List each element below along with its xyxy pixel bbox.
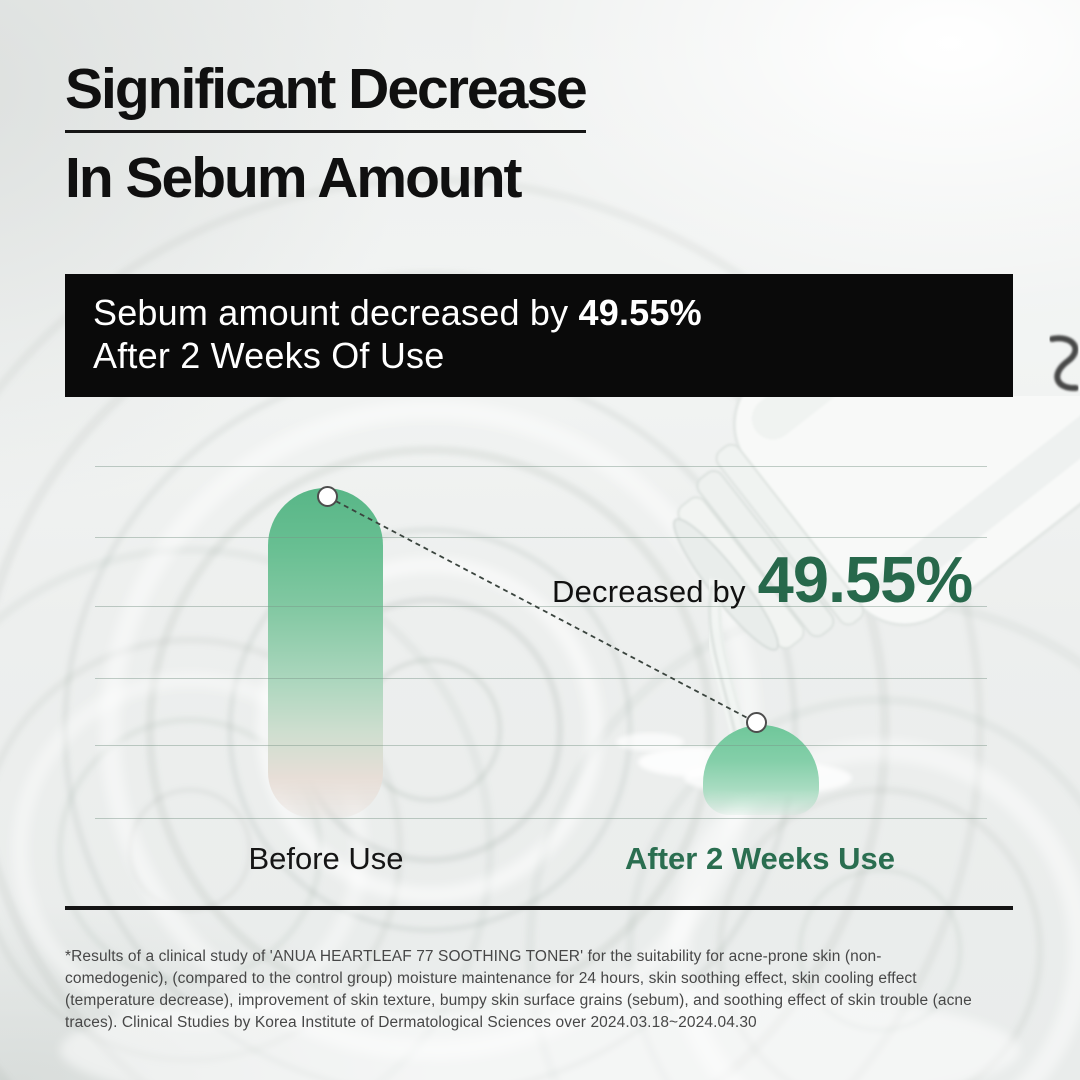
gridline-1 — [95, 466, 987, 467]
gridline-5 — [95, 745, 987, 746]
headline-banner: Sebum amount decreased by 49.55% After 2… — [65, 274, 1013, 397]
gridline-6 — [95, 818, 987, 819]
page-title: Significant Decrease In Sebum Amount — [65, 58, 588, 210]
bar-before-use — [268, 488, 383, 818]
clinical-study-footnote: *Results of a clinical study of 'ANUA HE… — [65, 948, 972, 1031]
banner-line-1-text: Sebum amount decreased by — [93, 292, 569, 333]
category-label-before-use: Before Use — [248, 841, 404, 876]
data-point-marker-before — [317, 486, 338, 507]
bottle-label-glyph — [1049, 335, 1079, 391]
banner-line-1-value: 49.55% — [578, 292, 702, 333]
decrease-annotation-value: 49.55% — [757, 543, 973, 616]
data-point-marker-after — [746, 712, 767, 733]
banner-line-2: After 2 Weeks Of Use — [93, 335, 445, 376]
gridline-4 — [95, 678, 987, 679]
title-line-1: Significant Decrease — [65, 58, 588, 133]
bar-after-2-weeks — [703, 725, 819, 815]
gridline-2 — [95, 537, 987, 538]
banner-line-1: Sebum amount decreased by 49.55% — [93, 291, 1013, 334]
toner-bottle — [672, 396, 1080, 651]
gridline-3 — [95, 606, 987, 607]
decrease-annotation-label: Decreased by — [552, 574, 746, 609]
decrease-annotation: Decreased by 49.55% — [552, 542, 973, 617]
title-line-2: In Sebum Amount — [65, 145, 523, 210]
footer-divider — [65, 906, 1013, 910]
category-label-after-2-weeks: After 2 Weeks Use — [625, 841, 895, 876]
